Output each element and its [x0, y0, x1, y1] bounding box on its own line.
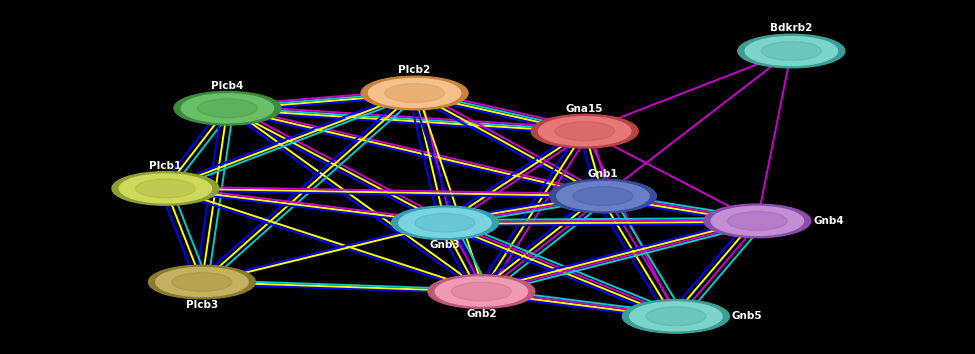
Circle shape [428, 275, 535, 308]
Circle shape [745, 36, 838, 65]
Circle shape [174, 91, 281, 125]
Text: Gnb5: Gnb5 [732, 312, 762, 321]
Circle shape [156, 268, 248, 297]
Circle shape [451, 282, 512, 301]
Text: Bdkrb2: Bdkrb2 [770, 23, 812, 34]
Circle shape [761, 41, 821, 61]
Circle shape [573, 187, 633, 206]
Text: Plcb2: Plcb2 [399, 65, 431, 75]
Circle shape [369, 79, 461, 108]
Text: Plcb3: Plcb3 [186, 299, 218, 309]
Circle shape [361, 76, 468, 110]
Circle shape [555, 122, 615, 141]
Circle shape [550, 179, 656, 213]
Text: Gnb1: Gnb1 [588, 169, 618, 178]
Text: Gnb4: Gnb4 [813, 216, 844, 226]
Circle shape [738, 34, 844, 68]
Circle shape [136, 179, 195, 198]
Circle shape [727, 211, 787, 230]
Text: Plcb1: Plcb1 [149, 161, 181, 171]
Circle shape [392, 206, 498, 240]
Circle shape [538, 117, 631, 146]
Circle shape [704, 204, 811, 238]
Text: Gna15: Gna15 [566, 104, 604, 114]
Circle shape [622, 299, 729, 333]
Circle shape [399, 208, 491, 237]
Circle shape [415, 213, 475, 232]
Circle shape [197, 99, 257, 118]
Circle shape [557, 182, 649, 211]
Circle shape [384, 84, 445, 102]
Circle shape [435, 277, 527, 306]
Circle shape [172, 273, 232, 291]
Circle shape [148, 265, 255, 299]
Text: Plcb4: Plcb4 [212, 81, 244, 91]
Circle shape [645, 307, 706, 326]
Text: Gnb2: Gnb2 [466, 309, 496, 319]
Circle shape [119, 174, 212, 203]
Circle shape [531, 114, 639, 148]
Circle shape [711, 206, 803, 235]
Circle shape [630, 302, 722, 331]
Circle shape [112, 172, 219, 205]
Circle shape [181, 94, 274, 123]
Text: Gnb3: Gnb3 [430, 240, 460, 250]
